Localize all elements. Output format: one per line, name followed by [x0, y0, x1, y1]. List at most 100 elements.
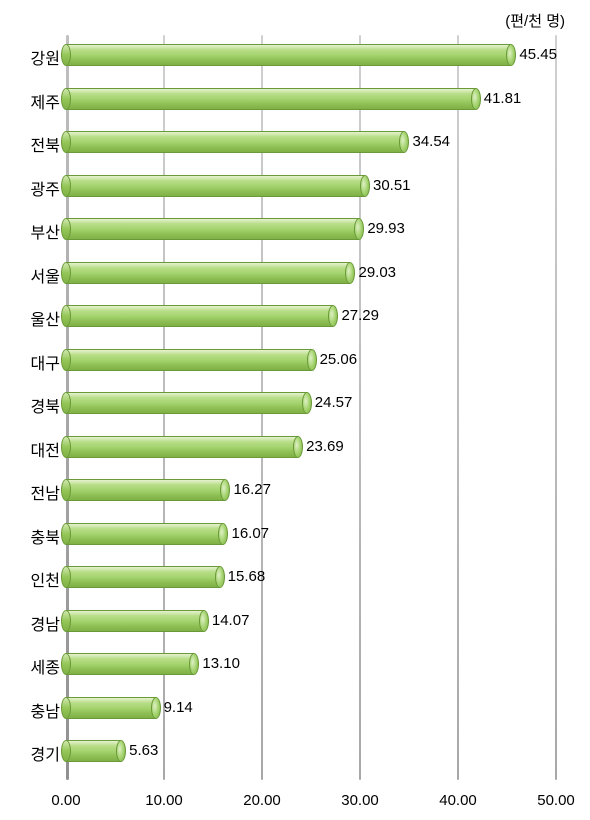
category-label: 광주: [31, 176, 60, 200]
value-label: 16.27: [233, 481, 271, 498]
bar-body: [66, 262, 350, 284]
value-label: 9.14: [164, 699, 193, 716]
bar-cap-left: [61, 436, 71, 458]
value-label: 45.45: [519, 46, 557, 63]
bar-body: [66, 566, 220, 588]
bar-body: [66, 305, 333, 327]
unit-label: (편/천 명): [505, 10, 565, 31]
category-label: 경기: [31, 741, 60, 765]
plot-area: [66, 35, 556, 780]
bar: [66, 392, 307, 414]
x-tick-label: 10.00: [145, 792, 183, 809]
bar-cap-left: [61, 479, 71, 501]
bar-body: [66, 175, 365, 197]
bar: [66, 436, 298, 458]
value-label: 16.07: [231, 525, 269, 542]
bar-cap-right: [151, 697, 161, 719]
value-label: 24.57: [315, 394, 353, 411]
x-tick-label: 50.00: [537, 792, 575, 809]
bar: [66, 44, 511, 66]
bar-body: [66, 436, 298, 458]
value-label: 30.51: [373, 177, 411, 194]
category-label: 대구: [31, 350, 60, 374]
bar-cap-left: [61, 653, 71, 675]
bar-body: [66, 392, 307, 414]
bar-cap-left: [61, 218, 71, 240]
bar-cap-left: [61, 305, 71, 327]
bar-cap-right: [199, 610, 209, 632]
bar-cap-right: [328, 305, 338, 327]
category-label: 전북: [31, 132, 60, 156]
x-tick-label: 20.00: [243, 792, 281, 809]
bar: [66, 523, 223, 545]
value-label: 27.29: [341, 307, 379, 324]
category-label: 서울: [31, 263, 60, 287]
x-tick-label: 0.00: [51, 792, 80, 809]
bar-body: [66, 740, 121, 762]
bar-body: [66, 653, 194, 675]
bar: [66, 697, 156, 719]
bar-body: [66, 131, 404, 153]
bar-body: [66, 44, 511, 66]
bar-cap-left: [61, 175, 71, 197]
category-label: 부산: [31, 219, 60, 243]
bar-body: [66, 349, 312, 371]
category-label: 제주: [31, 89, 60, 113]
bar-cap-left: [61, 262, 71, 284]
bar-cap-right: [220, 479, 230, 501]
category-label: 충북: [31, 524, 60, 548]
bar-body: [66, 523, 223, 545]
bar-body: [66, 218, 359, 240]
bar: [66, 218, 359, 240]
bar-cap-right: [345, 262, 355, 284]
bar: [66, 305, 333, 327]
value-label: 34.54: [412, 133, 450, 150]
category-label: 세종: [31, 654, 60, 678]
value-label: 25.06: [320, 351, 358, 368]
bar-cap-left: [61, 740, 71, 762]
bar-body: [66, 88, 476, 110]
value-label: 23.69: [306, 438, 344, 455]
value-label: 13.10: [202, 655, 240, 672]
value-label: 29.03: [358, 264, 396, 281]
category-label: 인천: [31, 567, 60, 591]
bar-body: [66, 697, 156, 719]
bar-cap-right: [506, 44, 516, 66]
bar: [66, 175, 365, 197]
bar-cap-left: [61, 566, 71, 588]
bar-cap-right: [360, 175, 370, 197]
bar-body: [66, 610, 204, 632]
value-label: 15.68: [228, 568, 266, 585]
bar: [66, 566, 220, 588]
bar: [66, 131, 404, 153]
bar-cap-left: [61, 523, 71, 545]
bar: [66, 349, 312, 371]
bar-cap-right: [189, 653, 199, 675]
horizontal-bar-chart: (편/천 명) 0.0010.0020.0030.0040.0050.00강원4…: [0, 0, 590, 820]
bar-cap-left: [61, 131, 71, 153]
category-label: 대전: [31, 437, 60, 461]
bar-body: [66, 479, 225, 501]
x-tick-label: 30.00: [341, 792, 379, 809]
value-label: 5.63: [129, 742, 158, 759]
category-label: 전남: [31, 480, 60, 504]
bar: [66, 610, 204, 632]
gridline: [555, 35, 557, 780]
x-tick-label: 40.00: [439, 792, 477, 809]
category-label: 충남: [31, 698, 60, 722]
bar-cap-left: [61, 88, 71, 110]
bar-cap-right: [215, 566, 225, 588]
value-label: 14.07: [212, 612, 250, 629]
category-label: 경북: [31, 393, 60, 417]
bar-cap-right: [307, 349, 317, 371]
bar-cap-right: [354, 218, 364, 240]
bar-cap-left: [61, 349, 71, 371]
value-label: 41.81: [484, 90, 522, 107]
bar: [66, 262, 350, 284]
bar-cap-left: [61, 44, 71, 66]
category-label: 울산: [31, 306, 60, 330]
bar: [66, 479, 225, 501]
bar-cap-right: [471, 88, 481, 110]
bar-cap-left: [61, 392, 71, 414]
bar-cap-left: [61, 610, 71, 632]
